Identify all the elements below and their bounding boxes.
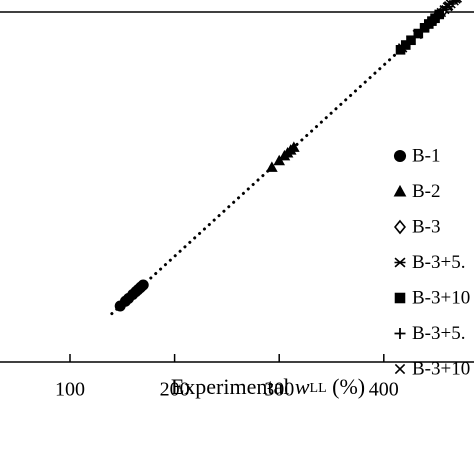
legend-label: B-3+10 bbox=[412, 359, 470, 380]
legend-label: B-3+10 bbox=[412, 288, 470, 309]
legend-item: B-2 bbox=[393, 181, 441, 202]
plot-frame bbox=[0, 11, 474, 363]
legend-item: B-3+5. bbox=[394, 323, 465, 344]
legend-item: B-3+10 bbox=[394, 288, 470, 309]
x-tick-label: 300 bbox=[264, 379, 294, 401]
data-point bbox=[137, 279, 149, 291]
legend-marker bbox=[393, 149, 407, 163]
x-tick-label: 400 bbox=[369, 379, 399, 401]
legend-item: B-3+5. bbox=[394, 252, 465, 273]
legend-item: B-3+10 bbox=[394, 359, 470, 380]
data-points-layer bbox=[114, 0, 463, 312]
x-tick-label: 200 bbox=[160, 379, 190, 401]
legend-marker bbox=[393, 184, 407, 197]
data-point bbox=[266, 161, 278, 172]
data-point bbox=[423, 18, 434, 29]
legend: B-1 B-2 B-3 B-3+5. B-3+10 B-3+5. B-3+10 bbox=[393, 146, 470, 380]
legend-label: B-1 bbox=[412, 146, 441, 167]
legend-item: B-3 bbox=[394, 217, 441, 238]
x-axis-ticks: 100 200 300 400 bbox=[55, 354, 399, 401]
legend-marker bbox=[394, 292, 406, 304]
series-2 bbox=[266, 141, 300, 172]
series-7 bbox=[397, 0, 461, 53]
series-1 bbox=[114, 279, 149, 312]
legend-label: B-2 bbox=[412, 181, 441, 202]
legend-marker bbox=[394, 363, 406, 375]
legend-label: B-3+5. bbox=[412, 252, 465, 273]
legend-marker bbox=[394, 328, 406, 339]
x-tick-label: 100 bbox=[55, 379, 85, 401]
legend-marker bbox=[394, 219, 406, 235]
x-axis-title: Experimental wLL (%) bbox=[171, 374, 365, 399]
data-point bbox=[397, 43, 408, 53]
legend-marker bbox=[394, 257, 406, 268]
data-point bbox=[443, 1, 454, 11]
data-point bbox=[436, 7, 447, 18]
legend-item: B-1 bbox=[393, 146, 441, 167]
data-point bbox=[451, 0, 461, 4]
legend-label: B-3+5. bbox=[412, 323, 465, 344]
legend-label: B-3 bbox=[412, 217, 441, 238]
data-point bbox=[288, 141, 300, 152]
data-point bbox=[412, 29, 423, 40]
